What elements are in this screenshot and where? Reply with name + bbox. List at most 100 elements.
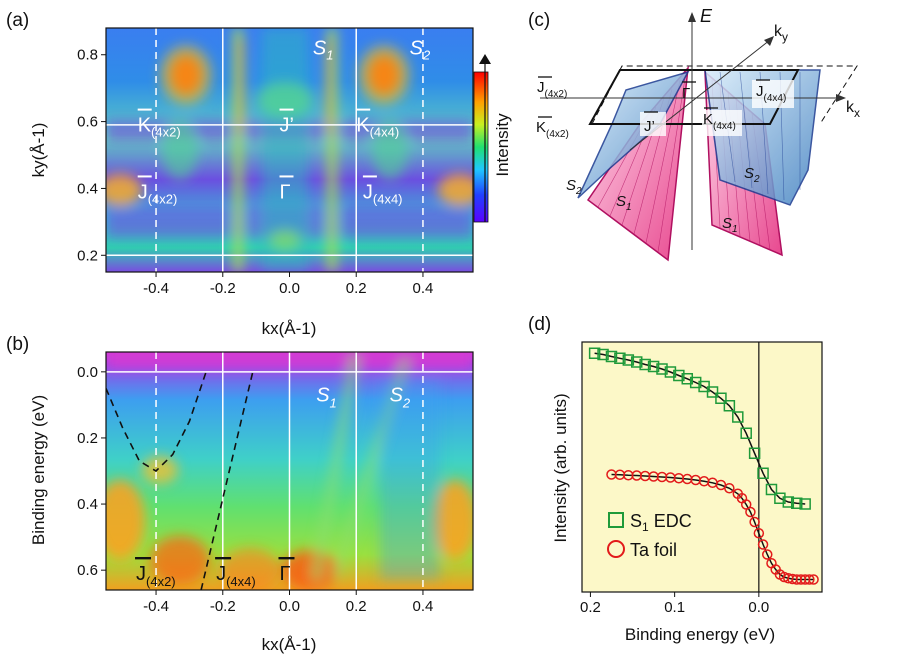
panel-d-legend: S1 EDC Ta foil: [607, 511, 692, 560]
panel-b-ylabel: Binding energy (eV): [29, 395, 48, 545]
tick-d-x-2: 0.0: [748, 599, 769, 616]
panel-d-ylabel: Intensity (arb. units): [551, 393, 570, 542]
label-K-4x2: K(4x2): [536, 119, 569, 140]
annotation-a-4: K(4x4): [356, 115, 399, 140]
tick-a-x-3: 0.2: [346, 280, 367, 297]
point-edc-12: [689, 376, 702, 389]
axis-kx-label: kx: [846, 99, 860, 120]
tick-b-x-0: -0.4: [143, 598, 169, 615]
label-S1-left: S1: [616, 193, 632, 213]
legend-ta-label: Ta foil: [630, 540, 677, 560]
tick-b-x-1: -0.2: [210, 598, 236, 615]
point-edc-4: [622, 354, 635, 366]
dashed-curve-parabola: [106, 371, 207, 473]
annotation-b-3: J(4x4): [216, 563, 256, 589]
panel-b-label: (b): [6, 334, 29, 355]
point-ta-22: [762, 549, 773, 560]
panel-a-guides: [106, 28, 473, 272]
point-ta-20: [753, 528, 765, 539]
axis-E-label: E: [700, 6, 713, 26]
point-edc-9: [664, 366, 677, 378]
tick-b-y-2: 0.4: [77, 496, 98, 513]
panel-b-ticks: -0.4 -0.2 0.0 0.2 0.4 0.0 0.2 0.4 0.6: [77, 364, 433, 615]
map-b-features: [106, 352, 473, 590]
annotation-b-1: S2: [390, 385, 411, 411]
tick-a-y-0: 0.2: [77, 247, 98, 264]
panel-a-ticks: -0.4 -0.2 0.0 0.2 0.4 0.2 0.4 0.6 0.8: [77, 47, 433, 297]
point-edc-11: [681, 373, 694, 385]
axis-ky-arrow: [764, 36, 774, 46]
tick-a-x-0: -0.4: [143, 280, 169, 297]
point-edc-8: [656, 363, 668, 375]
tick-b-x-2: 0.0: [279, 598, 300, 615]
tick-b-y-1: 0.2: [77, 430, 98, 447]
panel-c-label: (c): [528, 10, 550, 31]
annotation-b-2: J(4x2): [136, 563, 176, 589]
tick-b-y-0: 0.0: [77, 364, 98, 381]
tick-a-y-1: 0.4: [77, 180, 98, 197]
panel-a-ylabel: ky(Å-1): [29, 123, 48, 178]
point-edc-1: [597, 348, 609, 361]
point-edc-19: [748, 447, 761, 459]
panel-d-label: (d): [528, 314, 551, 335]
annotation-a-3: J’: [279, 115, 293, 137]
point-edc-24: [790, 497, 803, 509]
legend-square-marker: [608, 512, 624, 528]
annotation-b-0: S1: [316, 385, 337, 411]
axis-ky-label: ky: [774, 23, 788, 44]
point-edc-15: [715, 392, 727, 404]
tick-b-x-4: 0.4: [413, 598, 434, 615]
map-a-features: [106, 28, 473, 272]
panel-a-heatmap: -0.4 -0.2 0.0 0.2 0.4 0.2 0.4 0.6 0.8 S1 S2 K(4x2)…: [29, 27, 474, 338]
point-edc-7: [647, 360, 660, 373]
point-edc-20: [757, 467, 769, 479]
tick-a-y-2: 0.6: [77, 114, 98, 131]
panel-d-background: [582, 342, 822, 592]
panel-a-xlabel: kx(Å-1): [262, 319, 317, 338]
colorbar: Intensity: [473, 54, 512, 223]
dashed-curve-line: [200, 371, 254, 590]
panel-d-plot: 0.2 0.1 0.0 S1 EDC Ta foil Binding energy …: [551, 341, 823, 644]
tick-d-x-1: 0.1: [664, 599, 685, 616]
panel-b-xlabel: kx(Å-1): [262, 635, 317, 654]
panel-d-frame: [581, 341, 823, 593]
point-edc-17: [732, 411, 744, 423]
panel-b-dashed-curves: [106, 371, 254, 590]
point-edc-18: [740, 427, 752, 439]
point-ta-18: [745, 506, 756, 518]
fit-line-edc: [594, 352, 806, 505]
label-S2-left: S2: [566, 177, 582, 197]
label-S1-right: S1: [722, 215, 738, 235]
legend-edc-label: S1 EDC: [630, 511, 692, 534]
annotation-a-2: K(4x2): [138, 115, 181, 140]
colorbar-label: Intensity: [493, 113, 512, 177]
point-ta-21: [757, 539, 769, 550]
panel-d-xlabel: Binding energy (eV): [625, 625, 775, 644]
point-edc-25: [799, 498, 811, 510]
axis-kx-arrow: [836, 94, 846, 102]
annotation-a-5: J(4x2): [138, 181, 178, 206]
point-edc-14: [706, 386, 719, 398]
point-edc-22: [774, 492, 786, 504]
point-edc-5: [630, 356, 643, 368]
tick-a-x-2: 0.0: [279, 280, 300, 297]
point-edc-2: [605, 350, 618, 363]
point-edc-10: [673, 369, 685, 382]
colorbar-gradient: [473, 71, 489, 223]
point-edc-23: [782, 496, 795, 508]
label-J-4x2: J(4x2): [537, 79, 567, 100]
annotation-a-7: J(4x4): [363, 181, 403, 206]
annotation-a-0: S1: [313, 38, 334, 63]
colorbar-arrowhead: [479, 54, 491, 64]
point-ta-33: [808, 574, 819, 585]
point-ta-14: [724, 483, 735, 494]
panel-b-guides: [106, 352, 473, 590]
panel-d-points: [588, 347, 819, 585]
annotation-a-1: S2: [410, 38, 431, 63]
label-J-4x4: J(4x4): [756, 83, 786, 104]
legend-circle-marker: [607, 540, 625, 558]
panel-a-annotations: S1 S2 K(4x2) J’ K(4x4) J(4x2) Γ J(4x4): [137, 38, 431, 206]
panel-c-schematic: E ky kx J(4x2) K(4x2) Γ J’ K(4x4) J(4x4)…: [536, 6, 860, 262]
point-edc-21: [765, 483, 778, 496]
label-K-4x4: K(4x4): [703, 111, 736, 132]
